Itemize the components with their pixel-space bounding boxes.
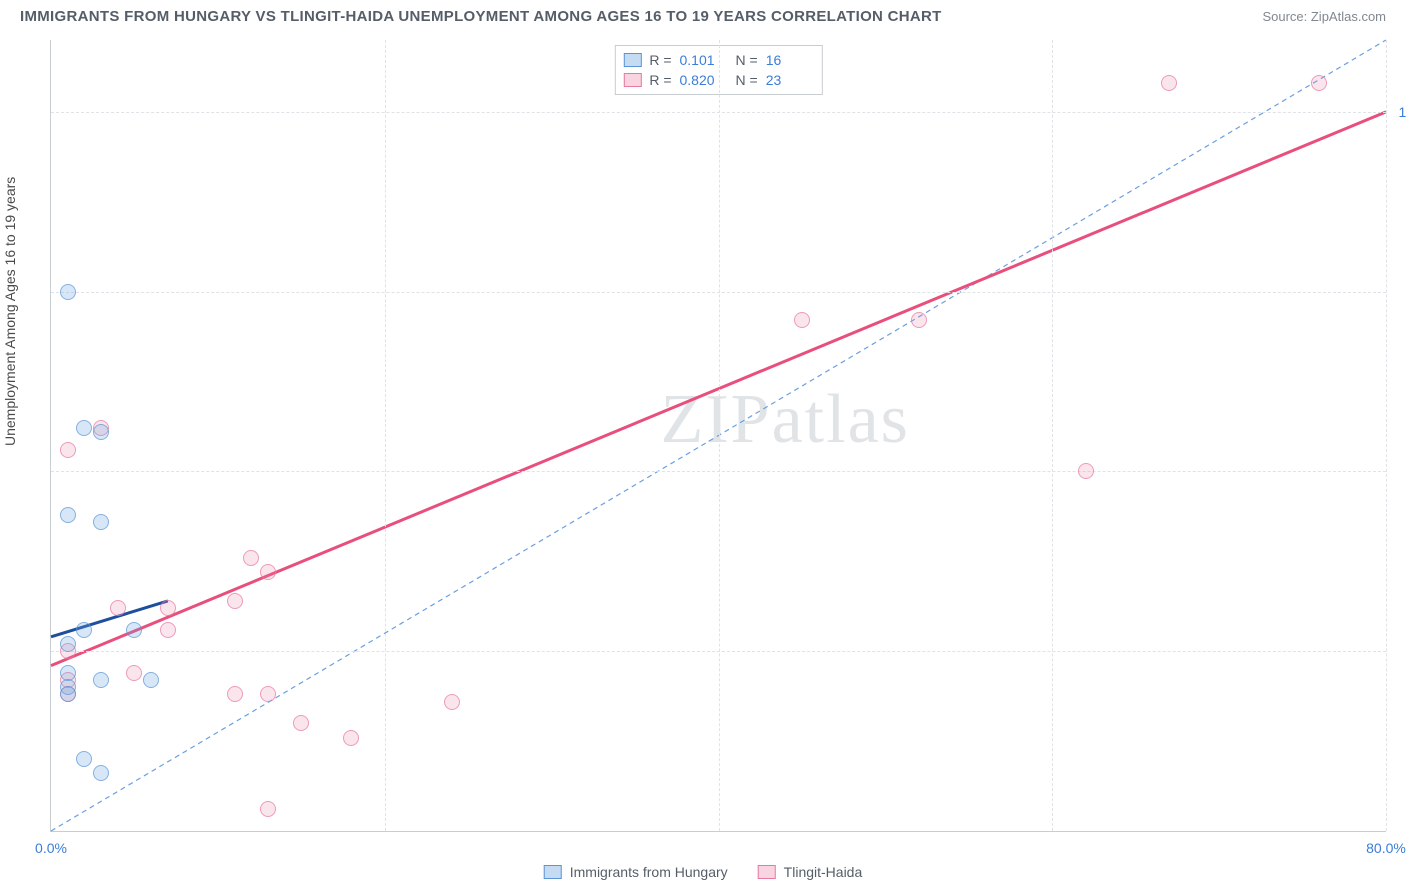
series-legend: Immigrants from Hungary Tlingit-Haida bbox=[544, 864, 863, 880]
gridline-v bbox=[1052, 40, 1053, 831]
data-point bbox=[76, 420, 92, 436]
data-point bbox=[260, 801, 276, 817]
data-point bbox=[60, 442, 76, 458]
x-tick-label: 0.0% bbox=[35, 840, 67, 856]
data-point bbox=[444, 694, 460, 710]
swatch-blue-icon bbox=[544, 865, 562, 879]
swatch-pink-icon bbox=[623, 73, 641, 87]
data-point bbox=[76, 751, 92, 767]
r-label: R = bbox=[649, 52, 671, 68]
legend-item-pink: Tlingit-Haida bbox=[758, 864, 863, 880]
chart-title: IMMIGRANTS FROM HUNGARY VS TLINGIT-HAIDA… bbox=[20, 8, 942, 25]
n-label: N = bbox=[736, 72, 758, 88]
data-point bbox=[160, 622, 176, 638]
y-tick-label: 25.0% bbox=[1391, 643, 1406, 659]
y-axis-label: Unemployment Among Ages 16 to 19 years bbox=[2, 177, 18, 446]
data-point bbox=[794, 312, 810, 328]
data-point bbox=[911, 312, 927, 328]
legend-item-blue: Immigrants from Hungary bbox=[544, 864, 728, 880]
data-point bbox=[76, 622, 92, 638]
chart-source: Source: ZipAtlas.com bbox=[1262, 9, 1386, 24]
data-point bbox=[93, 765, 109, 781]
gridline-v bbox=[719, 40, 720, 831]
data-point bbox=[243, 550, 259, 566]
scatter-plot-area: ZIPatlas R = 0.101 N = 16 R = 0.820 N = … bbox=[50, 40, 1386, 832]
r-value-pink: 0.820 bbox=[680, 72, 728, 88]
data-point bbox=[110, 600, 126, 616]
y-tick-label: 50.0% bbox=[1391, 463, 1406, 479]
data-point bbox=[1078, 463, 1094, 479]
gridline-v bbox=[385, 40, 386, 831]
data-point bbox=[227, 593, 243, 609]
y-tick-label: 75.0% bbox=[1391, 284, 1406, 300]
x-tick-label: 80.0% bbox=[1366, 840, 1406, 856]
data-point bbox=[126, 622, 142, 638]
y-tick-label: 100.0% bbox=[1391, 104, 1406, 120]
data-point bbox=[93, 672, 109, 688]
n-value-blue: 16 bbox=[766, 52, 814, 68]
data-point bbox=[293, 715, 309, 731]
data-point bbox=[60, 636, 76, 652]
data-point bbox=[60, 507, 76, 523]
data-point bbox=[260, 564, 276, 580]
r-label: R = bbox=[649, 72, 671, 88]
swatch-pink-icon bbox=[758, 865, 776, 879]
data-point bbox=[60, 284, 76, 300]
chart-header: IMMIGRANTS FROM HUNGARY VS TLINGIT-HAIDA… bbox=[0, 0, 1406, 29]
data-point bbox=[1161, 75, 1177, 91]
data-point bbox=[160, 600, 176, 616]
data-point bbox=[126, 665, 142, 681]
data-point bbox=[93, 424, 109, 440]
swatch-blue-icon bbox=[623, 53, 641, 67]
legend-label-blue: Immigrants from Hungary bbox=[570, 864, 728, 880]
data-point bbox=[260, 686, 276, 702]
legend-label-pink: Tlingit-Haida bbox=[784, 864, 863, 880]
data-point bbox=[227, 686, 243, 702]
data-point bbox=[343, 730, 359, 746]
data-point bbox=[93, 514, 109, 530]
data-point bbox=[1311, 75, 1327, 91]
data-point bbox=[60, 686, 76, 702]
data-point bbox=[143, 672, 159, 688]
r-value-blue: 0.101 bbox=[680, 52, 728, 68]
n-value-pink: 23 bbox=[766, 72, 814, 88]
gridline-v bbox=[1386, 40, 1387, 831]
n-label: N = bbox=[736, 52, 758, 68]
